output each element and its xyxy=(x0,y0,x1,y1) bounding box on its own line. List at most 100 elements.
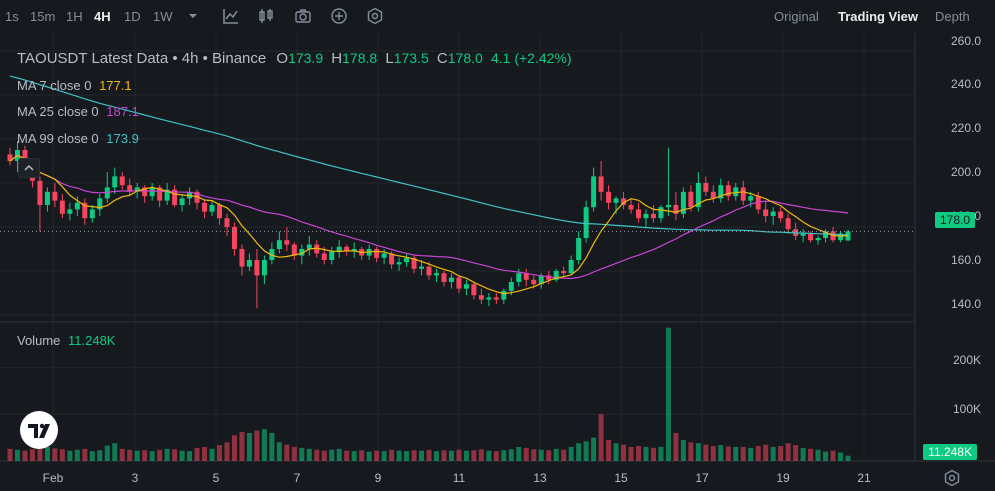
candle-body xyxy=(172,189,178,205)
interval-15m[interactable]: 15m xyxy=(30,9,56,24)
chevron-up-icon xyxy=(24,164,34,171)
ma7-legend[interactable]: MA 7 close 0 177.1 xyxy=(17,78,132,93)
volume-bar xyxy=(823,451,829,461)
candle-body xyxy=(808,233,814,241)
candle-body xyxy=(636,209,641,219)
candle-body xyxy=(613,198,619,203)
collapse-legend-button[interactable] xyxy=(18,158,40,178)
volume-bar xyxy=(636,446,641,461)
candle-body xyxy=(778,211,784,219)
interval-1s[interactable]: 1s xyxy=(5,9,19,24)
volume-bar xyxy=(628,446,634,461)
candle-body xyxy=(396,262,402,265)
candle-body xyxy=(748,196,754,201)
more-intervals-chevron-icon[interactable] xyxy=(186,7,200,25)
candle-body xyxy=(546,275,552,280)
volume-bar xyxy=(142,450,148,461)
volume-bar xyxy=(740,446,746,461)
symbol-title: TAOUSDT Latest Data • 4h • Binance xyxy=(17,50,267,67)
interval-1h[interactable]: 1H xyxy=(66,9,83,24)
volume-bar xyxy=(202,446,208,461)
candle-body xyxy=(119,176,125,186)
view-trading-view-tab[interactable]: Trading View xyxy=(838,9,918,24)
candle-body xyxy=(650,213,656,219)
candle-body xyxy=(695,183,701,208)
interval-4h[interactable]: 4H xyxy=(94,9,111,24)
candle-body xyxy=(763,209,769,216)
volume-bar xyxy=(306,448,312,461)
volume-bar xyxy=(606,439,612,461)
candle-body xyxy=(665,205,671,208)
chart-settings-icon[interactable] xyxy=(366,7,384,25)
candle-body xyxy=(306,244,312,249)
volume-bar xyxy=(546,450,552,461)
candle-body xyxy=(67,209,73,214)
tradingview-logo[interactable] xyxy=(20,411,58,449)
volume-bar xyxy=(613,443,619,461)
candle-body xyxy=(755,196,761,210)
candle-body xyxy=(291,244,297,256)
volume-bar xyxy=(665,327,671,461)
current-volume-badge: 11.248K xyxy=(923,444,977,460)
change-value: 4.1 (+2.42%) xyxy=(490,50,572,66)
candle-body xyxy=(501,290,507,300)
candle-body xyxy=(134,187,140,192)
view-depth-tab[interactable]: Depth xyxy=(935,9,970,24)
high-value: 178.8 xyxy=(342,50,378,66)
ma7-label: MA 7 close 0 xyxy=(17,78,92,93)
candle-body xyxy=(329,251,335,260)
volume-bar xyxy=(688,442,694,461)
x-tick: Feb xyxy=(42,471,64,485)
candle-body xyxy=(299,249,305,256)
candlestick-type-icon[interactable] xyxy=(257,7,275,25)
candle-body xyxy=(254,260,260,276)
candle-body xyxy=(314,244,320,254)
volume-bar xyxy=(658,446,664,461)
candle-body xyxy=(598,176,604,192)
axis-settings-gear-icon[interactable] xyxy=(943,469,961,487)
open-label: O xyxy=(276,50,289,67)
close-value: 178.0 xyxy=(447,50,483,66)
chart-toolbar: 1s 15m 1H 4H 1D 1W Original Trading View… xyxy=(0,0,995,33)
interval-1w[interactable]: 1W xyxy=(153,9,173,24)
volume-bar xyxy=(456,449,462,461)
x-tick: 21 xyxy=(857,471,871,485)
volume-bar xyxy=(576,443,582,461)
candle-body xyxy=(52,191,58,201)
candle-body xyxy=(561,271,567,274)
view-original-tab[interactable]: Original xyxy=(774,9,819,24)
volume-bar xyxy=(815,449,821,461)
candle-body xyxy=(426,266,432,276)
volume-bar xyxy=(224,442,230,461)
candle-body xyxy=(7,154,13,161)
camera-icon[interactable] xyxy=(294,7,312,25)
volume-bar xyxy=(583,441,589,461)
volume-bar xyxy=(770,446,776,461)
volume-bar xyxy=(269,432,275,461)
candle-body xyxy=(164,189,170,201)
x-tick: 19 xyxy=(776,471,790,485)
ma25-legend[interactable]: MA 25 close 0 187.1 xyxy=(17,104,139,119)
chart-canvas[interactable] xyxy=(0,33,995,491)
volume-bar xyxy=(187,451,193,461)
candle-body xyxy=(269,249,275,260)
add-indicator-icon[interactable] xyxy=(330,7,348,25)
candle-body xyxy=(419,266,425,269)
candle-body xyxy=(441,273,447,282)
volume-bar xyxy=(276,442,282,461)
volume-bar xyxy=(538,449,544,461)
candle-body xyxy=(576,238,582,260)
candle-body xyxy=(231,227,237,249)
line-chart-icon[interactable] xyxy=(222,7,240,25)
x-tick: 15 xyxy=(614,471,628,485)
volume-bar xyxy=(291,446,297,461)
interval-1d[interactable]: 1D xyxy=(124,9,141,24)
volume-label: Volume xyxy=(17,333,61,348)
volume-bar xyxy=(426,449,432,461)
ma99-legend[interactable]: MA 99 close 0 173.9 xyxy=(17,131,139,146)
candle-body xyxy=(740,187,746,201)
candle-body xyxy=(224,218,230,227)
volume-bar xyxy=(396,450,402,461)
candle-body xyxy=(194,191,200,203)
volume-bar xyxy=(643,446,649,461)
